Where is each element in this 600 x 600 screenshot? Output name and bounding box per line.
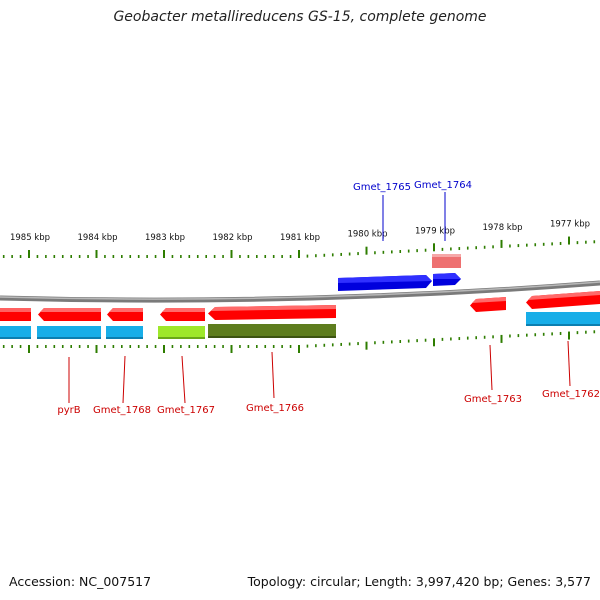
accession-label: Accession: NC_007517 — [9, 574, 151, 589]
gene-pyrb[interactable] — [38, 308, 101, 321]
gene-gmet-1765[interactable] — [338, 275, 432, 291]
gene-label[interactable]: pyrB — [57, 405, 80, 416]
gene-gmet-1768[interactable] — [107, 308, 143, 321]
gene-label[interactable]: Gmet_1767 — [157, 405, 215, 416]
gene-red-left-edge[interactable] — [0, 308, 31, 321]
ruler-tick-label: 1977 kbp — [550, 220, 590, 230]
pink-feature[interactable] — [432, 256, 461, 268]
gene-label[interactable]: Gmet_1766 — [246, 403, 304, 414]
genome-map[interactable]: 1985 kbp 1984 kbp 1983 kbp 1982 kbp 1981 kbp… — [0, 0, 600, 600]
ruler-tick-label: 1985 kbp — [10, 233, 50, 243]
olive-feature[interactable] — [208, 324, 336, 337]
ruler-tick-label: 1981 kbp — [280, 233, 320, 243]
gene-label[interactable]: Gmet_1762 — [542, 389, 600, 400]
gene-gmet-1767[interactable] — [160, 308, 205, 321]
cyan-feature[interactable] — [526, 312, 600, 325]
gene-gmet-1766[interactable] — [208, 305, 336, 320]
ruler-tick-label: 1984 kbp — [77, 233, 117, 243]
gene-gmet-1762[interactable] — [526, 291, 600, 309]
cyan-feature[interactable] — [106, 326, 143, 338]
ruler-tick-label: 1979 kbp — [415, 226, 455, 236]
gene-label[interactable]: Gmet_1763 — [464, 394, 522, 405]
ruler-tick-label: 1978 kbp — [482, 223, 522, 233]
genome-summary: Topology: circular; Length: 3,997,420 bp… — [248, 574, 591, 589]
ruler-tick-label: 1982 kbp — [212, 233, 252, 243]
gene-gmet-1764[interactable] — [433, 273, 461, 286]
gene-label[interactable]: Gmet_1764 — [414, 180, 472, 191]
ruler-tick-label: 1980 kbp — [347, 230, 387, 240]
cyan-feature[interactable] — [37, 326, 101, 338]
gene-label[interactable]: Gmet_1768 — [93, 405, 151, 416]
ruler-tick-label: 1983 kbp — [145, 233, 185, 243]
cyan-feature[interactable] — [0, 326, 31, 338]
gene-label[interactable]: Gmet_1765 — [353, 182, 411, 193]
gene-gmet-1763[interactable] — [470, 297, 506, 312]
lime-feature[interactable] — [158, 326, 205, 338]
ruler-labels: 1985 kbp 1984 kbp 1983 kbp 1982 kbp 1981 kbp… — [10, 220, 590, 244]
